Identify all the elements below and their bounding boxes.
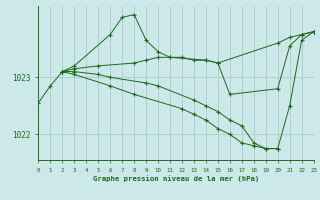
X-axis label: Graphe pression niveau de la mer (hPa): Graphe pression niveau de la mer (hPa) bbox=[93, 175, 259, 182]
